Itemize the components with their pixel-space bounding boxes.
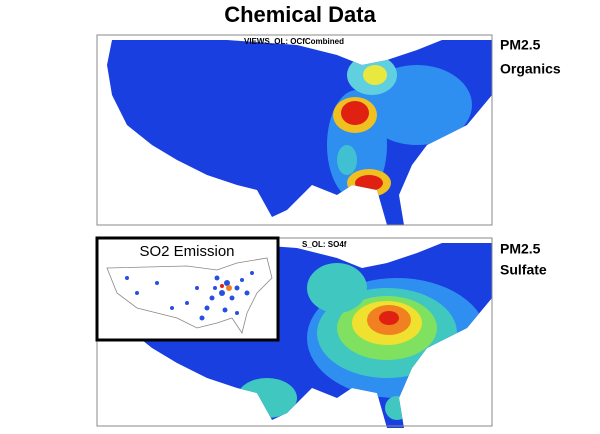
inset-outline	[106, 257, 273, 334]
map-label: PM2.5	[500, 37, 541, 53]
map-title: VIEWS_OL: OCfCombined	[244, 37, 344, 46]
map-label: Sulfate	[500, 262, 547, 278]
emission-dots	[125, 271, 254, 321]
map-label: Organics	[500, 61, 561, 77]
map-title: S_OL: SO4f	[302, 240, 347, 249]
organics-map: VIEWS_OL: OCfCombined	[96, 34, 493, 226]
slide-title: Chemical Data	[224, 2, 376, 27]
inset-title: SO2 Emission	[139, 243, 234, 260]
map-label: PM2.5	[500, 241, 541, 257]
so2-inset: SO2 Emission	[95, 236, 280, 342]
